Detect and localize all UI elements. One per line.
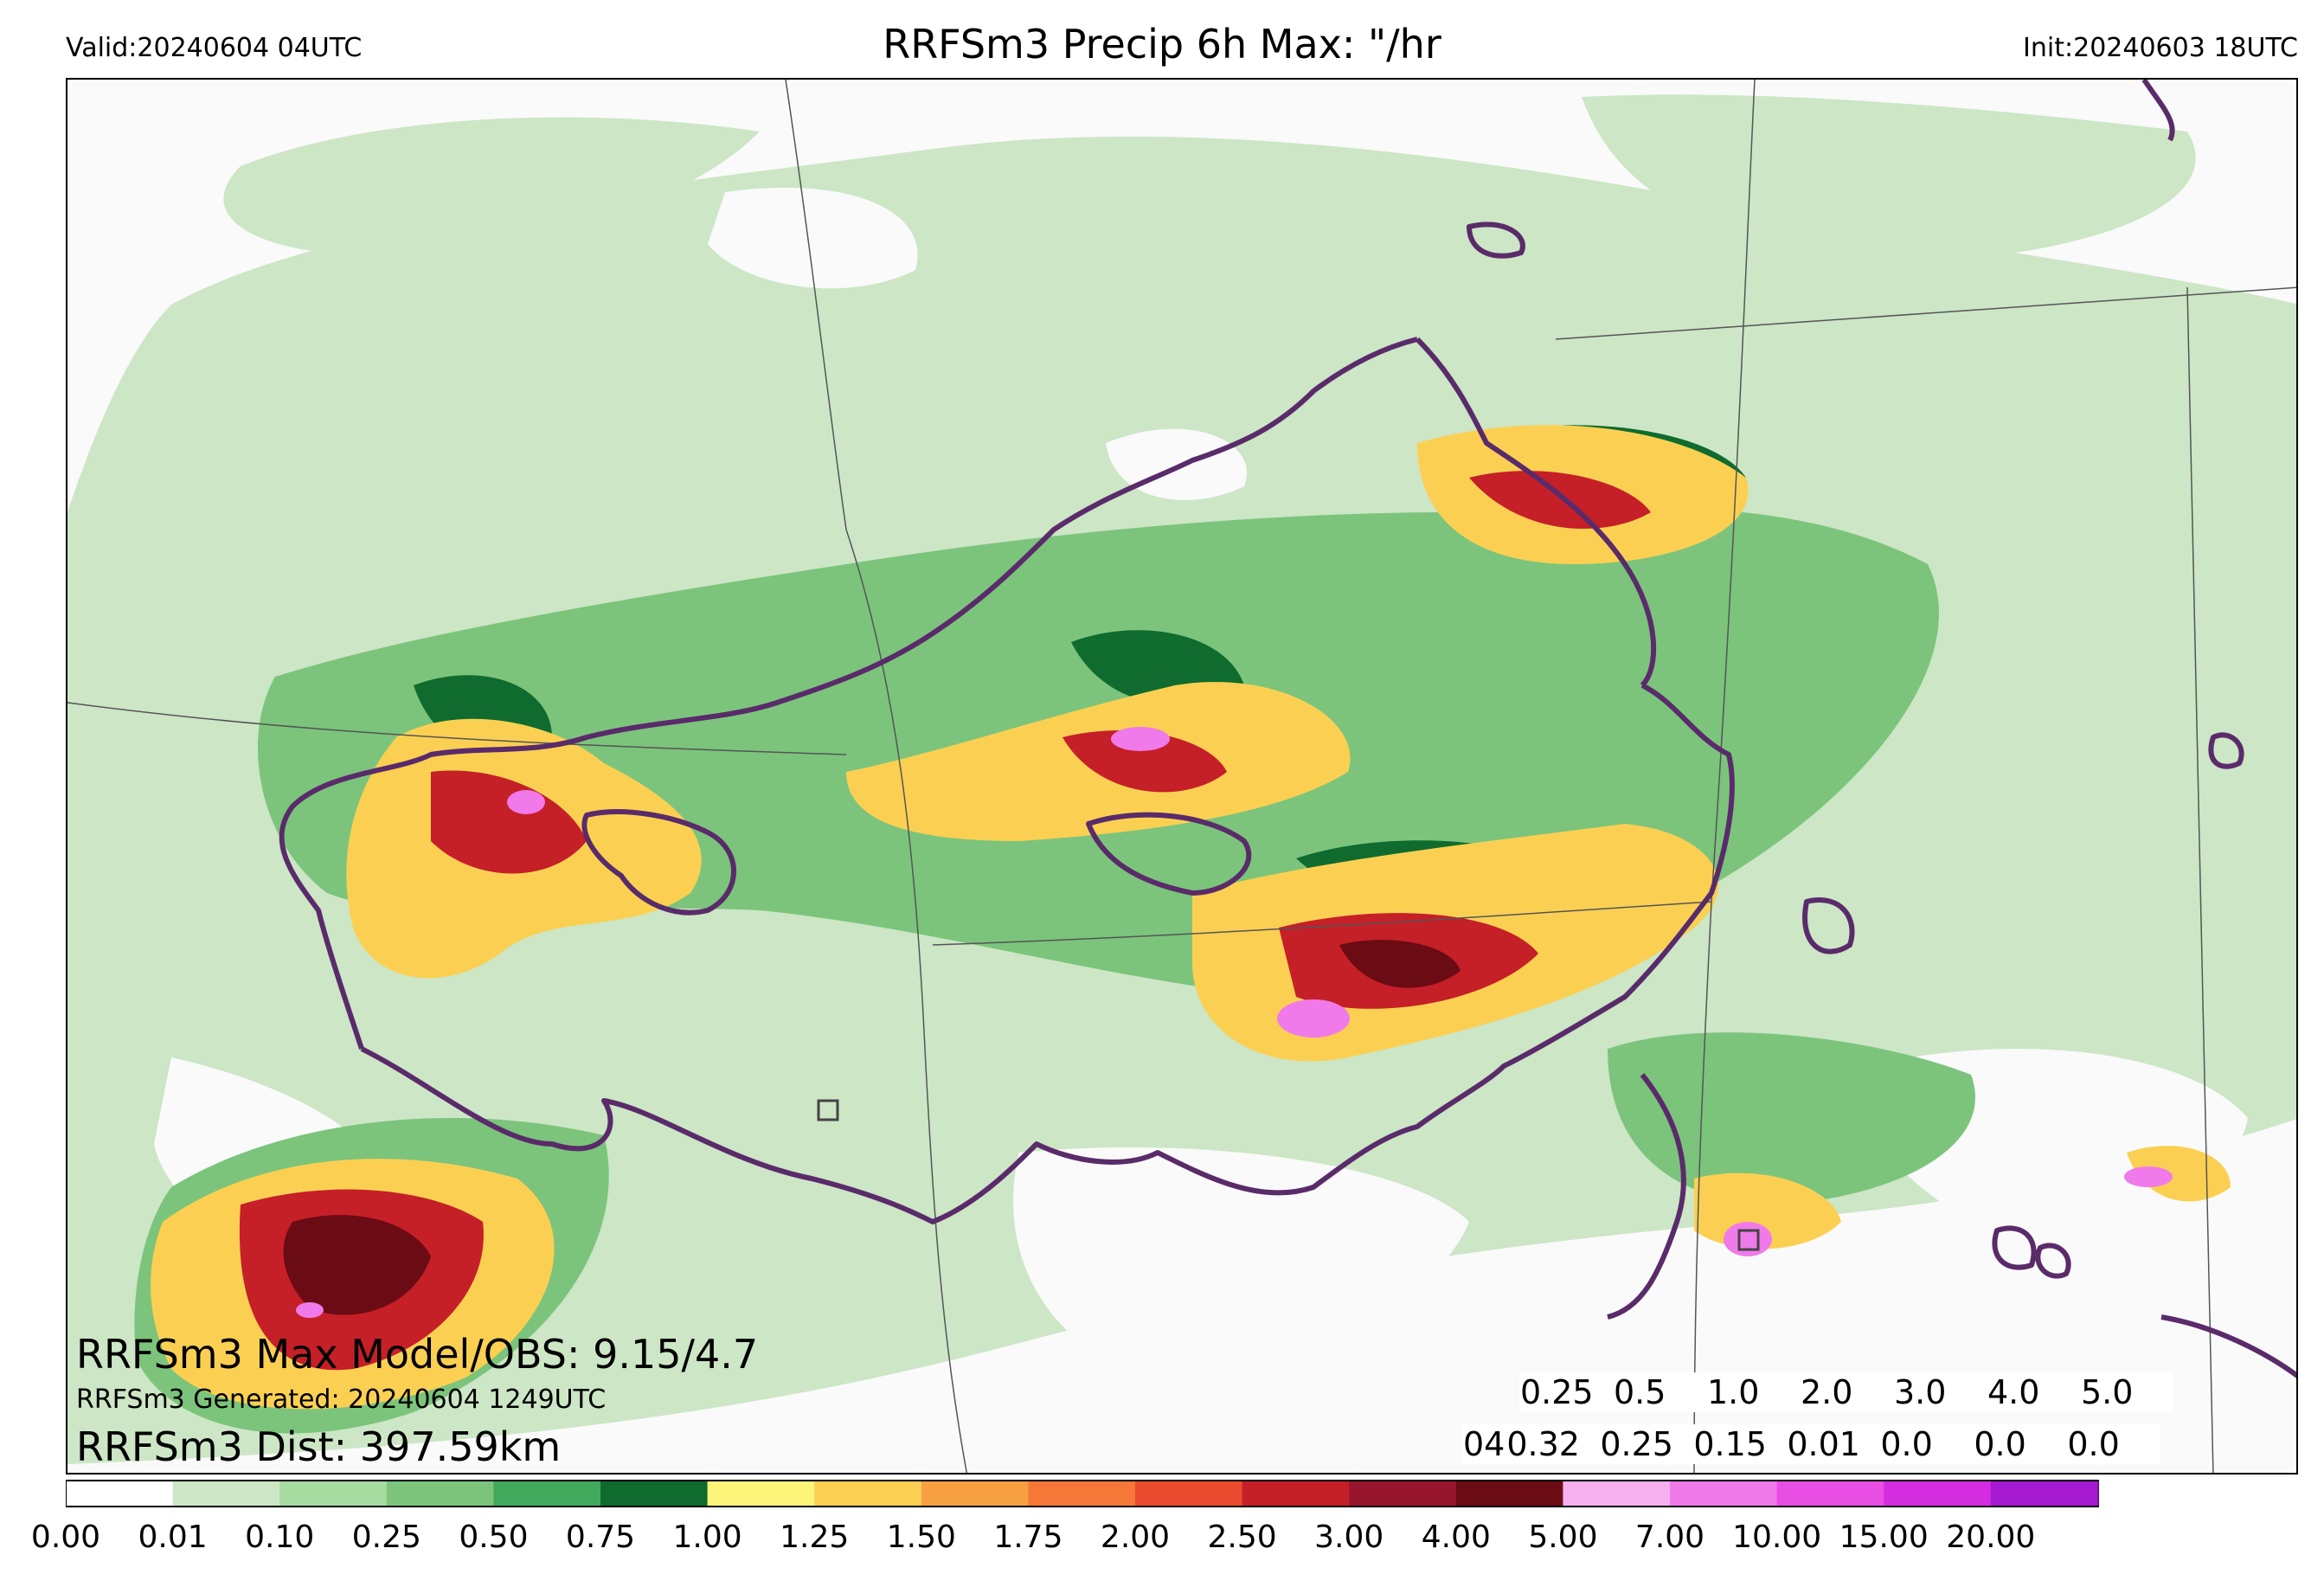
colorbar-swatch [172,1481,280,1507]
colorbar-tick-label: 0.01 [138,1520,208,1555]
threshold-cell: 3.0 [1894,1373,1947,1411]
observation-site-markers [817,1099,1760,1251]
colorbar-swatch [1884,1481,1992,1507]
colorbar-swatch [1455,1481,1563,1507]
colorbar-swatch [1563,1481,1671,1507]
colorbar-tick-label: 0.10 [245,1520,315,1555]
colorbar-swatch [600,1481,709,1507]
colorbar-swatch [2097,1481,2099,1507]
extreme-cores [283,940,1461,1315]
colorbar-tick-label: 0.00 [30,1520,101,1555]
threshold-cell: 1.0 [1707,1373,1760,1411]
colorbar-tick-label: 7.00 [1634,1520,1705,1555]
colorbar-tick-label: 3.00 [1314,1520,1384,1555]
colorbar-tick-label: 0.75 [565,1520,636,1555]
colorbar-swatch [1349,1481,1457,1507]
max-model-obs-label: RRFSm3 Max Model/OBS: 9.15/4.7 [76,1331,759,1378]
precip-map [66,78,2298,1475]
init-time: Init:20240603 18UTC [2023,33,2298,63]
value-cell: 0.0 [2067,1425,2120,1463]
colorbar-tick-label: 0.50 [459,1520,529,1555]
colorbar-swatch [386,1481,494,1507]
extreme-pink-cores [296,727,2173,1318]
value-cell: 0.32 [1506,1425,1580,1463]
colorbar-tick-label: 10.00 [1732,1520,1822,1555]
threshold-values-row: 04 0.32 0.25 0.15 0.01 0.0 0.0 0.0 [1462,1424,2160,1464]
colorbar-swatch [1028,1481,1136,1507]
colorbar-tick-label: 2.00 [1100,1520,1171,1555]
value-cell: 0.0 [1880,1425,1933,1463]
colorbar-tick-label: 5.00 [1528,1520,1598,1555]
colorbar-swatch [1670,1481,1778,1507]
threshold-cell: 0.5 [1614,1373,1666,1411]
threshold-cell: 5.0 [2081,1373,2134,1411]
value-cell: 0.01 [1787,1425,1860,1463]
threshold-header-row: 0.25 0.5 1.0 2.0 3.0 4.0 5.0 [1519,1372,2173,1412]
observed-precip-outlines [279,80,2296,1378]
threshold-cell: 2.0 [1801,1373,1853,1411]
value-cell: 0.0 [1974,1425,2026,1463]
chart-title: RRFSm3 Precip 6h Max: "/hr [883,21,1441,67]
value-cell: 0.25 [1600,1425,1673,1463]
colorbar-tick-label: 0.25 [351,1520,421,1555]
valid-time: Valid:20240604 04UTC [66,33,363,63]
colorbar [66,1480,2099,1507]
colorbar-tick-label: 1.00 [672,1520,742,1555]
hour-cell: 04 [1463,1425,1505,1463]
colorbar-swatch [814,1481,922,1507]
colorbar-swatch [1135,1481,1243,1507]
colorbar-tick-label: 1.50 [886,1520,956,1555]
colorbar-tick-label: 1.75 [993,1520,1063,1555]
colorbar-swatch [1776,1481,1884,1507]
colorbar-tick-label: 1.25 [780,1520,850,1555]
colorbar-swatch [279,1481,388,1507]
colorbar-tick-label: 4.00 [1421,1520,1491,1555]
colorbar-tick-label: 20.00 [1946,1520,2036,1555]
threshold-cell: 0.25 [1520,1373,1594,1411]
colorbar-swatch [1990,1481,2098,1507]
threshold-cell: 4.0 [1987,1373,2040,1411]
precip-map-graphic [67,80,2296,1473]
colorbar-tick-label: 2.50 [1207,1520,1277,1555]
generated-time-label: RRFSm3 Generated: 20240604 1249UTC [76,1385,607,1415]
colorbar-tick-label: 15.00 [1839,1520,1929,1555]
colorbar-swatch [707,1481,815,1507]
value-cell: 0.15 [1693,1425,1767,1463]
colorbar-swatch [921,1481,1029,1507]
colorbar-swatch [493,1481,601,1507]
colorbar-swatch [66,1481,174,1507]
colorbar-outline [66,1480,2099,1507]
colorbar-swatch [1242,1481,1350,1507]
distance-label: RRFSm3 Dist: 397.59km [76,1423,562,1470]
